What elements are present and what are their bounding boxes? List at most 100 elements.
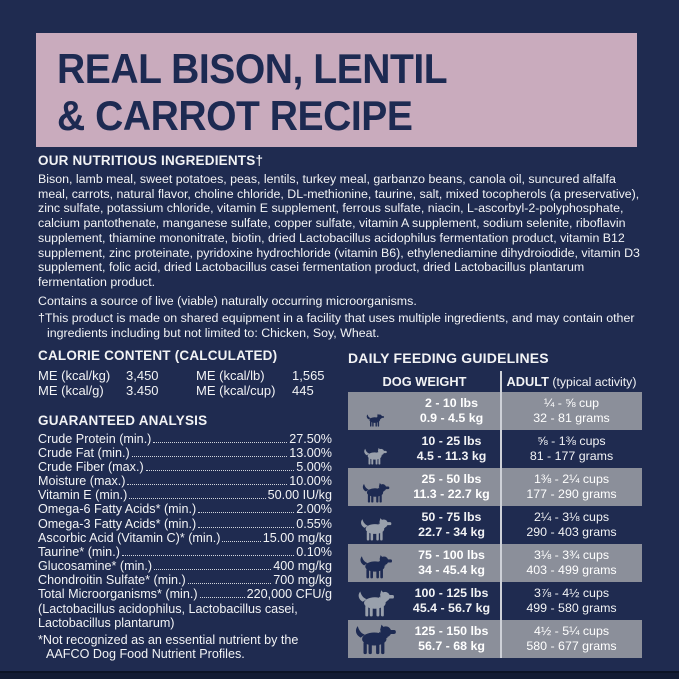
analysis-row: Total Microorganisms* (min.) 220,000 CFU… [38,587,332,601]
package-bottom-edge [0,671,679,679]
dot-leader [187,582,272,584]
calorie-label: ME (kcal/kg) [38,368,111,383]
dot-leader [154,568,272,570]
feeding-row: 50 - 75 lbs 22.7 - 34 kg 2¼ - 3⅛ cups 29… [348,506,642,544]
dot-leader [199,597,245,599]
analysis-value: 13.00% [289,446,332,461]
analysis-label: Omega-6 Fatty Acids* (min.) [38,502,197,517]
amount-grams: 81 - 177 grams [529,449,614,463]
adult-column-header: ADULT (typical activity) [506,374,637,389]
feeding-row: 75 - 100 lbs 34 - 45.4 kg 3⅛ - 3¾ cups 4… [348,544,642,582]
analysis-row: Taurine* (min.) 0.10% [38,545,332,559]
analysis-value: 10.00% [289,474,332,489]
calorie-label: ME (kcal/g) [38,383,104,398]
guaranteed-analysis-table: Crude Protein (min.) 27.50% Crude Fat (m… [38,432,332,601]
great-dane-icon [348,544,402,582]
analysis-row: Omega-3 Fatty Acids* (min.) 0.55% [38,517,332,531]
feeding-row: 100 - 125 lbs 45.4 - 56.7 kg 3⅞ - 4½ cup… [348,582,642,620]
analysis-value: 400 mg/kg [273,558,332,573]
shared-equipment-footnote: †This product is made on shared equipmen… [38,311,635,341]
calorie-value: 445 [292,383,314,398]
ingredients-list: Bison, lamb meal, sweet potatoes, peas, … [38,172,640,289]
feeding-guidelines-table: DOG WEIGHT ADULT (typical activity) 2 - … [348,371,642,658]
analysis-label: Crude Fat (min.) [38,446,130,461]
dot-leader [145,470,295,472]
dot-leader [222,540,261,542]
dot-leader [127,484,288,486]
chihuahua-icon [348,392,402,430]
ingredients-heading: OUR NUTRITIOUS INGREDIENTS† [38,153,264,168]
calorie-label: ME (kcal/lb) [196,368,265,383]
guaranteed-analysis-heading: GUARANTEED ANALYSIS [38,413,208,428]
recipe-title-line2: & CARROT RECIPE [57,92,413,139]
amount-cups: ⅝ - 1⅜ cups [537,434,606,448]
feeding-row: 10 - 25 lbs 4.5 - 11.3 kg ⅝ - 1⅜ cups 81… [348,430,642,468]
amount-cups: 3⅞ - 4½ cups [533,586,610,600]
weight-kg: 0.9 - 4.5 kg [419,411,484,425]
weight-kg: 11.3 - 22.7 kg [413,487,490,501]
calorie-label: ME (kcal/cup) [196,383,276,398]
analysis-label: Ascorbic Acid (Vitamin C)* (min.) [38,530,221,545]
weight-lbs: 10 - 25 lbs [421,434,482,448]
feeding-row: 125 - 150 lbs 56.7 - 68 kg 4½ - 5¼ cups … [348,620,642,658]
weight-lbs: 2 - 10 lbs [424,396,479,410]
dog-weight-column-header: DOG WEIGHT [382,374,467,389]
calorie-content-grid: ME (kcal/kg) 3,450 ME (kcal/lb) 1,565 ME (kc… [38,368,332,398]
weight-kg: 56.7 - 68 kg [418,639,485,653]
feeding-table-rows: 2 - 10 lbs 0.9 - 4.5 kg ¼ - ⅝ cup 32 - 8… [348,392,642,658]
analysis-label: Chondroitin Sulfate* (min.) [38,572,186,587]
recipe-title-line1: REAL BISON, LENTIL [57,45,448,92]
feeding-guidelines-heading: DAILY FEEDING GUIDELINES [348,350,549,366]
analysis-value: 2.00% [296,502,332,517]
analysis-row: Omega-6 Fatty Acids* (min.) 2.00% [38,502,332,516]
amount-grams: 290 - 403 grams [526,525,617,539]
feeding-row: 25 - 50 lbs 11.3 - 22.7 kg 1⅜ - 2¼ cups … [348,468,642,506]
weight-lbs: 100 - 125 lbs [414,586,489,600]
analysis-row: Vitamin E (min.) 50.00 IU/kg [38,488,332,502]
calorie-content-heading: CALORIE CONTENT (CALCULATED) [38,348,278,363]
analysis-value: 220,000 CFU/g [246,587,332,602]
analysis-label: Total Microorganisms* (min.) [38,587,198,602]
analysis-label: Crude Fiber (max.) [38,460,144,475]
analysis-row: Crude Protein (min.) 27.50% [38,432,332,446]
dot-leader [153,442,288,443]
amount-cups: 1⅜ - 2¼ cups [533,472,610,486]
amount-cups: 4½ - 5¼ cups [533,624,610,638]
weight-lbs: 125 - 150 lbs [414,624,489,638]
weight-kg: 22.7 - 34 kg [418,525,485,539]
analysis-row: Glucosamine* (min.) 400 mg/kg [38,559,332,573]
analysis-value: 0.10% [296,544,332,559]
column-divider-line [500,371,502,658]
analysis-row: Ascorbic Acid (Vitamin C)* (min.) 15.00 … [38,531,332,545]
analysis-row: Moisture (max.) 10.00% [38,474,332,488]
aafco-footnote: *Not recognized as an essential nutrient… [38,633,299,662]
weight-lbs: 25 - 50 lbs [421,472,482,486]
weight-kg: 45.4 - 56.7 kg [412,601,491,615]
weight-kg: 4.5 - 11.3 kg [416,449,487,463]
analysis-label: Crude Protein (min.) [38,432,152,446]
analysis-label: Taurine* (min.) [38,544,120,559]
amount-cups: ¼ - ⅝ cup [543,396,600,410]
dot-leader [131,456,288,458]
amount-cups: 2¼ - 3⅛ cups [533,510,610,524]
feeding-table-header: DOG WEIGHT ADULT (typical activity) [348,371,642,392]
calorie-value: 3.450 [126,383,159,398]
feeding-row: 2 - 10 lbs 0.9 - 4.5 kg ¼ - ⅝ cup 32 - 8… [348,392,642,430]
dot-leader [121,554,295,556]
ingredients-section: OUR NUTRITIOUS INGREDIENTS† Bison, lamb … [38,153,646,341]
calorie-value: 3,450 [126,368,159,383]
medium-dog-icon [348,468,402,506]
amount-grams: 403 - 499 grams [526,563,617,577]
dot-leader [129,498,266,500]
amount-grams: 580 - 677 grams [526,639,617,653]
dot-leader [198,526,295,528]
labrador-icon [348,582,402,620]
analysis-value: 50.00 IU/kg [267,488,332,503]
analysis-row: Chondroitin Sulfate* (min.) 700 mg/kg [38,573,332,587]
nutrition-column: CALORIE CONTENT (CALCULATED) ME (kcal/kg… [38,348,332,662]
live-microorganisms-note: Contains a source of live (viable) natur… [38,293,417,308]
analysis-value: 15.00 mg/kg [262,530,332,545]
analysis-row: Crude Fat (min.) 13.00% [38,446,332,460]
analysis-label: Omega-3 Fatty Acids* (min.) [38,516,197,531]
